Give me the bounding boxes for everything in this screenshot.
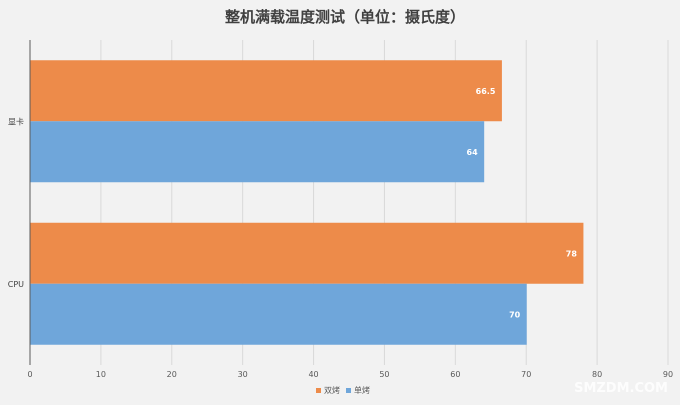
bar [30, 60, 502, 122]
legend-swatch [346, 388, 351, 393]
data-label: 64 [467, 148, 479, 157]
data-label: 78 [566, 249, 578, 258]
bar [30, 222, 584, 284]
x-tick-label: 50 [379, 370, 389, 379]
legend-label: 双烤 [324, 385, 340, 395]
watermark-text: SMZDM.COM [574, 381, 668, 396]
x-tick-label: 70 [521, 370, 531, 379]
legend-swatch [316, 388, 321, 393]
x-tick-label: 60 [450, 370, 460, 379]
data-label: 70 [509, 310, 521, 319]
y-category-label: CPU [8, 280, 24, 289]
x-tick-label: 0 [27, 370, 32, 379]
x-tick-label: 30 [238, 370, 248, 379]
legend-label: 单烤 [354, 385, 370, 395]
y-category-label: 显卡 [8, 116, 24, 126]
x-tick-label: 10 [96, 370, 106, 379]
legend: 双烤 单烤 [316, 385, 370, 395]
x-tick-label: 90 [663, 370, 673, 379]
x-tick-label: 20 [167, 370, 177, 379]
bar [30, 121, 485, 183]
data-label: 66.5 [476, 87, 496, 96]
chart-title: 整机满载温度测试（单位：摄氏度） [225, 8, 465, 26]
x-tick-label: 80 [592, 370, 602, 379]
axis: 0 10 20 30 40 50 60 70 80 90 显卡 CPU [8, 40, 673, 379]
bar [30, 283, 527, 345]
x-tick-label: 40 [308, 370, 318, 379]
bars: 66.5 64 78 70 [30, 60, 584, 345]
